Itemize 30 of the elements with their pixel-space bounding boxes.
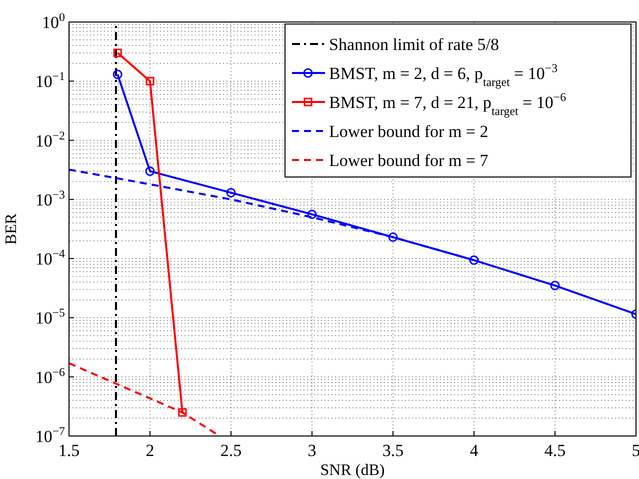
y-tick-label: 10$^{−6}$ xyxy=(35,364,66,387)
x-tick-label: 4.5 xyxy=(544,441,566,460)
y-axis-title: BER xyxy=(3,213,20,245)
point xyxy=(146,76,154,86)
y-tick-label: 10$^{−4}$ xyxy=(35,246,66,269)
point xyxy=(145,166,155,176)
point xyxy=(307,210,317,220)
x-tick-label: 2 xyxy=(146,441,154,460)
legend-label: BMST, m = 7, d = 21, p$_{target}$ = 10$^{−6}$ xyxy=(329,90,566,118)
x-tick-label: 2.5 xyxy=(220,441,242,460)
legend-label: Lower bound for m = 2 xyxy=(329,122,488,141)
y-tick-label: 10$^{−5}$ xyxy=(35,306,66,328)
y-tick-label: 10$^{−1}$ xyxy=(35,69,66,92)
point xyxy=(469,255,479,265)
point xyxy=(112,70,122,80)
legend-label: BMST, m = 2, d = 6, p$_{target}$ = 10$^{−3}$ xyxy=(329,61,558,89)
x-axis-title: SNR (dB) xyxy=(320,462,385,479)
point xyxy=(550,280,560,290)
y-tick-label: 10$^{−3}$ xyxy=(35,187,66,210)
point xyxy=(226,188,236,198)
point xyxy=(113,48,122,58)
legend-label: Lower bound for m = 7 xyxy=(329,151,489,170)
x-tick-label: 3 xyxy=(308,441,316,460)
x-tick-label: 3.5 xyxy=(382,441,404,460)
y-tick-label: 10$^{0}$ xyxy=(42,10,66,32)
x-tick-label: 4 xyxy=(470,441,479,460)
y-tick-label: 10$^{−2}$ xyxy=(35,128,66,150)
point xyxy=(388,232,398,242)
legend-label: Shannon limit of rate 5/8 xyxy=(329,35,499,54)
point xyxy=(178,408,187,417)
